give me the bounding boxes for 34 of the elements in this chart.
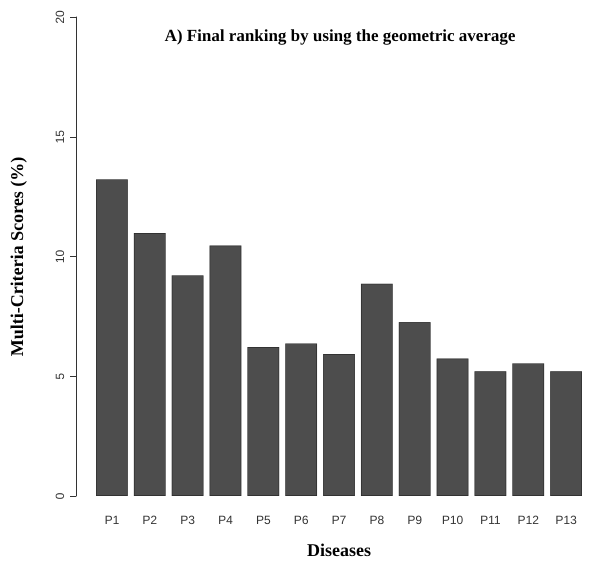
x-tick-label: P7 <box>332 513 347 527</box>
x-tick-label: P2 <box>142 513 158 527</box>
bar <box>474 371 506 496</box>
bar <box>436 358 468 496</box>
y-tick-label: 5 <box>53 372 67 380</box>
bar <box>247 347 280 496</box>
bar <box>210 245 242 496</box>
bar <box>360 284 393 496</box>
y-tick-label: 0 <box>53 492 67 500</box>
x-tick-label: P8 <box>370 513 385 527</box>
x-tick-label: P10 <box>442 513 464 527</box>
x-tick-label: P1 <box>104 513 120 527</box>
y-tick-label: 20 <box>53 10 67 24</box>
bar <box>512 363 544 496</box>
bar <box>285 343 318 496</box>
text: A) Final ranking by using the geometric average <box>164 26 516 45</box>
bar <box>323 354 355 496</box>
bar <box>550 371 582 496</box>
x-tick-label: P11 <box>480 513 501 527</box>
x-tick-label: P3 <box>180 513 196 527</box>
bar <box>172 275 204 496</box>
x-tick-label: P13 <box>555 513 578 527</box>
bar <box>398 322 431 496</box>
x-tick-label: P4 <box>218 513 234 527</box>
x-tick-label: P6 <box>294 513 309 527</box>
x-tick-label: P5 <box>256 513 271 527</box>
y-tick-label: 10 <box>53 250 67 264</box>
bar <box>96 179 128 496</box>
x-tick-label: P12 <box>518 513 540 527</box>
x-tick-label: P9 <box>407 513 422 527</box>
y-tick-label: 15 <box>53 130 67 144</box>
y-axis-title: Multi-Criteria Scores (%) <box>7 156 27 356</box>
x-axis-title: Diseases <box>307 540 371 560</box>
bar <box>134 233 166 496</box>
